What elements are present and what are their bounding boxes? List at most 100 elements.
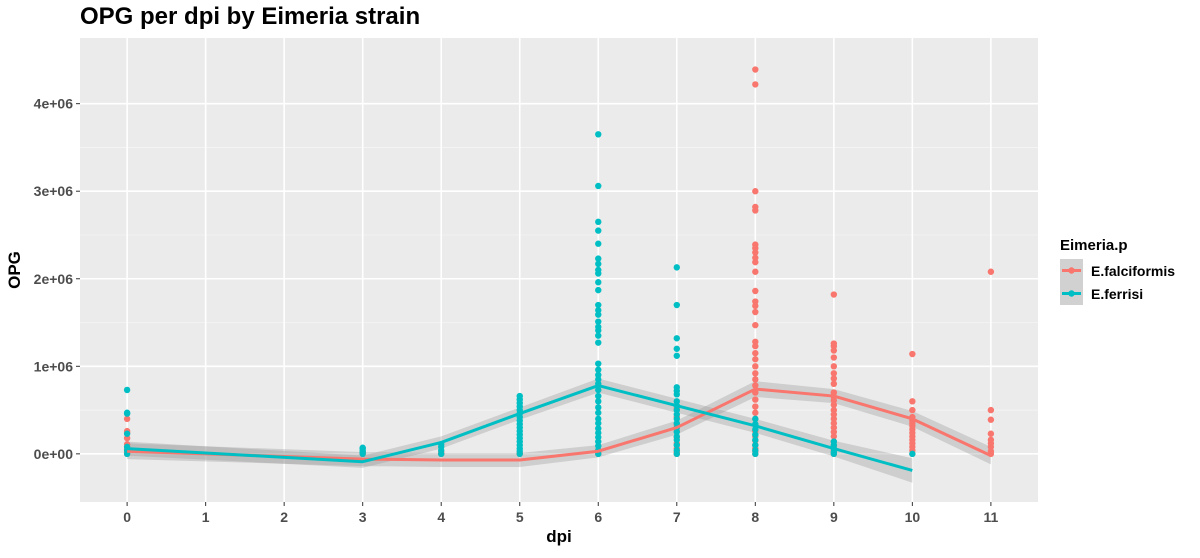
data-point [830, 363, 838, 370]
y-tick-label: 3e+06 [34, 183, 74, 199]
data-point [752, 287, 759, 295]
data-point [752, 254, 759, 261]
data-point [595, 371, 602, 379]
x-tick-label: 4 [437, 509, 445, 525]
data-point [909, 398, 916, 405]
x-tick-label: 6 [594, 509, 602, 525]
data-point [830, 415, 838, 423]
data-point [830, 354, 838, 361]
data-point [595, 323, 602, 331]
data-point [673, 433, 680, 440]
data-point [752, 321, 759, 329]
data-point [595, 392, 602, 400]
data-point [752, 382, 759, 389]
x-tick-label: 5 [516, 509, 524, 525]
data-point [595, 366, 602, 374]
data-point [752, 203, 759, 211]
y-axis-ticks: 0e+00 1e+06 2e+06 3e+06 4e+06 [34, 96, 80, 462]
data-point [123, 409, 131, 416]
data-point [595, 301, 602, 309]
data-point [123, 386, 131, 394]
trend-line [127, 384, 913, 472]
data-point [830, 433, 838, 440]
x-tick-label: 8 [751, 509, 759, 525]
data-point [752, 298, 759, 305]
data-point [987, 268, 995, 275]
data-point [830, 420, 838, 427]
data-point [830, 375, 838, 382]
data-point [752, 268, 759, 275]
legend-key-point [1068, 267, 1075, 274]
x-tick-label: 2 [280, 509, 288, 525]
y-axis-title: OPG [5, 251, 24, 289]
data-point [752, 409, 759, 416]
data-point [595, 386, 602, 394]
data-point [595, 279, 602, 286]
x-tick-label: 9 [830, 509, 838, 525]
data-point [752, 342, 759, 350]
trend-line [127, 387, 992, 462]
data-point [752, 431, 759, 438]
data-point [673, 406, 680, 414]
x-tick-label: 11 [983, 509, 998, 525]
data-point [909, 450, 916, 458]
data-point [595, 360, 602, 367]
legend-title: Eimeria.p [1060, 237, 1128, 254]
data-point [752, 363, 759, 370]
data-point [595, 429, 602, 437]
data-point [595, 339, 602, 346]
data-point [123, 415, 131, 423]
data-point [595, 307, 602, 314]
data-point [595, 227, 602, 234]
data-point [830, 438, 838, 445]
data-point [752, 447, 759, 454]
data-point [595, 376, 602, 383]
legend-label: E.falciformis [1091, 263, 1175, 279]
confidence-band [127, 381, 991, 467]
data-point [673, 398, 680, 405]
data-point [673, 335, 680, 342]
data-point [595, 311, 602, 318]
legend-label: E.ferrisi [1091, 286, 1143, 302]
data-point [516, 392, 523, 400]
data-point [673, 441, 680, 449]
data-point [752, 188, 759, 195]
data-point [752, 66, 759, 73]
y-tick-label: 0e+00 [34, 446, 74, 462]
data-point [830, 406, 838, 414]
data-point [752, 81, 759, 88]
legend: Eimeria.p E.falciformis E.ferrisi [1060, 237, 1175, 305]
data-point [673, 415, 680, 423]
data-point [673, 428, 680, 436]
legend-key-point [1068, 290, 1075, 297]
data-point [595, 415, 602, 423]
data-point [359, 444, 366, 451]
data-point [752, 356, 759, 363]
data-point [752, 308, 759, 316]
x-tick-label: 3 [359, 509, 367, 525]
x-tick-label: 7 [673, 509, 681, 525]
data-point [595, 131, 602, 138]
data-point [830, 291, 838, 298]
data-point [830, 424, 838, 431]
data-point [673, 352, 680, 359]
data-point [673, 264, 680, 271]
data-point [595, 255, 602, 262]
data-point [595, 438, 602, 445]
data-point [595, 218, 602, 226]
data-point [752, 436, 759, 444]
data-point [752, 441, 759, 449]
data-point [752, 302, 759, 310]
data-point [123, 430, 131, 437]
data-point [987, 448, 995, 455]
data-point [595, 398, 602, 405]
data-point [752, 403, 759, 410]
chart-title: OPG per dpi by Eimeria strain [80, 3, 420, 30]
data-point [123, 434, 131, 442]
data-point [595, 409, 602, 416]
data-point [830, 340, 838, 347]
x-tick-label: 1 [202, 509, 210, 525]
data-point [673, 420, 680, 427]
